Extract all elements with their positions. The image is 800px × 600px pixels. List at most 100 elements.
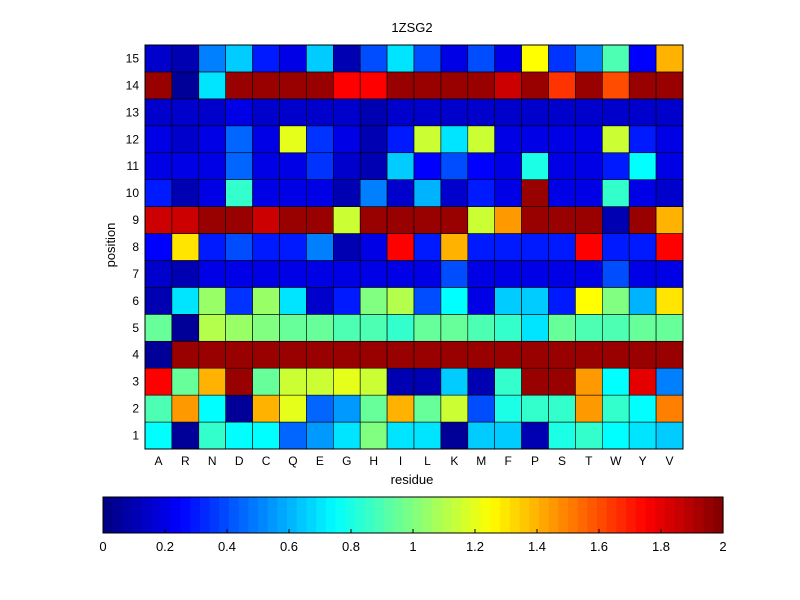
heatmap-cell: [198, 98, 227, 127]
heatmap-cell: [144, 394, 173, 423]
heatmap-cell: [440, 314, 469, 342]
heatmap-cell: [279, 44, 307, 73]
heatmap-cell: [548, 233, 576, 261]
heatmap-cell: [306, 340, 334, 369]
colorbar-segment: [132, 497, 143, 533]
heatmap-cell: [359, 367, 388, 396]
heatmap-cell: [548, 314, 576, 342]
heatmap-cell: [332, 394, 361, 423]
heatmap-cell: [575, 340, 603, 369]
colorbar-segment: [103, 497, 114, 533]
heatmap-cell: [144, 71, 173, 100]
heatmap-cell: [467, 287, 495, 315]
heatmap-cell: [198, 394, 227, 423]
plot-frame: [144, 44, 684, 450]
heatmap-cell: [440, 394, 469, 423]
x-tick-label: D: [235, 454, 244, 468]
heatmap-cell: [332, 421, 361, 450]
heatmap-cell: [198, 179, 227, 207]
heatmap-cell: [359, 233, 388, 261]
x-tick-label: P: [531, 454, 539, 468]
heatmap-cell: [332, 179, 361, 207]
colorbar-segment: [248, 497, 259, 533]
y-tick-label: 4: [132, 348, 139, 362]
colorbar-segment: [529, 497, 540, 533]
heatmap-cell: [655, 394, 684, 423]
y-tick-label: 10: [126, 186, 140, 200]
heatmap-cell: [440, 287, 469, 315]
colorbar-segment: [345, 497, 356, 533]
heatmap-cell: [413, 260, 442, 288]
heatmap-cell: [601, 340, 630, 369]
heatmap-cell: [306, 233, 334, 261]
heatmap-cell: [279, 260, 307, 288]
colorbar-segment: [451, 497, 463, 533]
heatmap-cell: [252, 44, 280, 73]
heatmap-cell: [332, 367, 361, 396]
heatmap-cell: [548, 44, 576, 73]
heatmap-cell: [252, 367, 280, 396]
heatmap-cell: [359, 98, 388, 127]
heatmap-cell: [171, 152, 200, 180]
colorbar-segment: [471, 497, 482, 533]
colorbar-frame: [102, 496, 724, 534]
heatmap-cell: [359, 152, 388, 180]
x-axis-label: residue: [391, 472, 434, 487]
colorbar-segment: [238, 497, 249, 533]
colorbar-segment: [606, 497, 618, 533]
heatmap-cell: [225, 206, 253, 234]
heatmap-cell: [548, 367, 576, 396]
heatmap-cell: [279, 179, 307, 207]
heatmap-cell: [494, 260, 522, 288]
heatmap-cell: [279, 71, 307, 100]
heatmap-cell: [440, 125, 469, 154]
heatmap-cell: [655, 314, 684, 342]
colorbar-segment: [170, 497, 182, 533]
heatmap-cell: [171, 125, 200, 154]
heatmap-cell: [467, 125, 495, 154]
heatmap-cell: [225, 314, 253, 342]
colorbar-tick-label: 0.4: [218, 539, 236, 554]
heatmap-cell: [279, 233, 307, 261]
heatmap-cell: [655, 340, 684, 369]
heatmap-cell: [440, 98, 469, 127]
colorbar-segment: [151, 497, 162, 533]
heatmap-cell: [521, 340, 549, 369]
heatmap-cell: [548, 71, 576, 100]
heatmap-cell: [306, 125, 334, 154]
heatmap-cell: [601, 152, 630, 180]
colorbar-segment: [674, 497, 685, 533]
heatmap-cell: [413, 206, 442, 234]
heatmap-cell: [144, 98, 173, 127]
heatmap-cell: [225, 71, 253, 100]
y-tick-label: 12: [126, 132, 140, 146]
heatmap-cell: [413, 340, 442, 369]
heatmap-cell: [279, 314, 307, 342]
heatmap-cell: [225, 260, 253, 288]
heatmap-cell: [252, 233, 280, 261]
colorbar-segment: [354, 497, 366, 533]
heatmap-cell: [575, 260, 603, 288]
heatmap-cell: [628, 233, 657, 261]
heatmap-cell: [252, 206, 280, 234]
heatmap-cell: [601, 98, 630, 127]
colorbar-segment: [383, 497, 395, 533]
heatmap-cell: [601, 421, 630, 450]
heatmap-cell: [575, 98, 603, 127]
colorbar-segment: [258, 497, 269, 533]
heatmap-cell: [467, 367, 495, 396]
heatmap-cell: [198, 340, 227, 369]
heatmap-cell: [467, 206, 495, 234]
heatmap-cell: [225, 233, 253, 261]
x-tick-label: M: [476, 454, 486, 468]
x-tick-label: F: [504, 454, 511, 468]
heatmap-cell: [655, 206, 684, 234]
colorbar-segment: [296, 497, 308, 533]
heatmap-cell: [494, 125, 522, 154]
colorbar-segment: [626, 497, 637, 533]
heatmap-cell: [494, 44, 522, 73]
x-tick-label: V: [666, 454, 674, 468]
heatmap-cell: [413, 179, 442, 207]
heatmap-cell: [521, 367, 549, 396]
chart-title: 1ZSG2: [391, 20, 432, 35]
